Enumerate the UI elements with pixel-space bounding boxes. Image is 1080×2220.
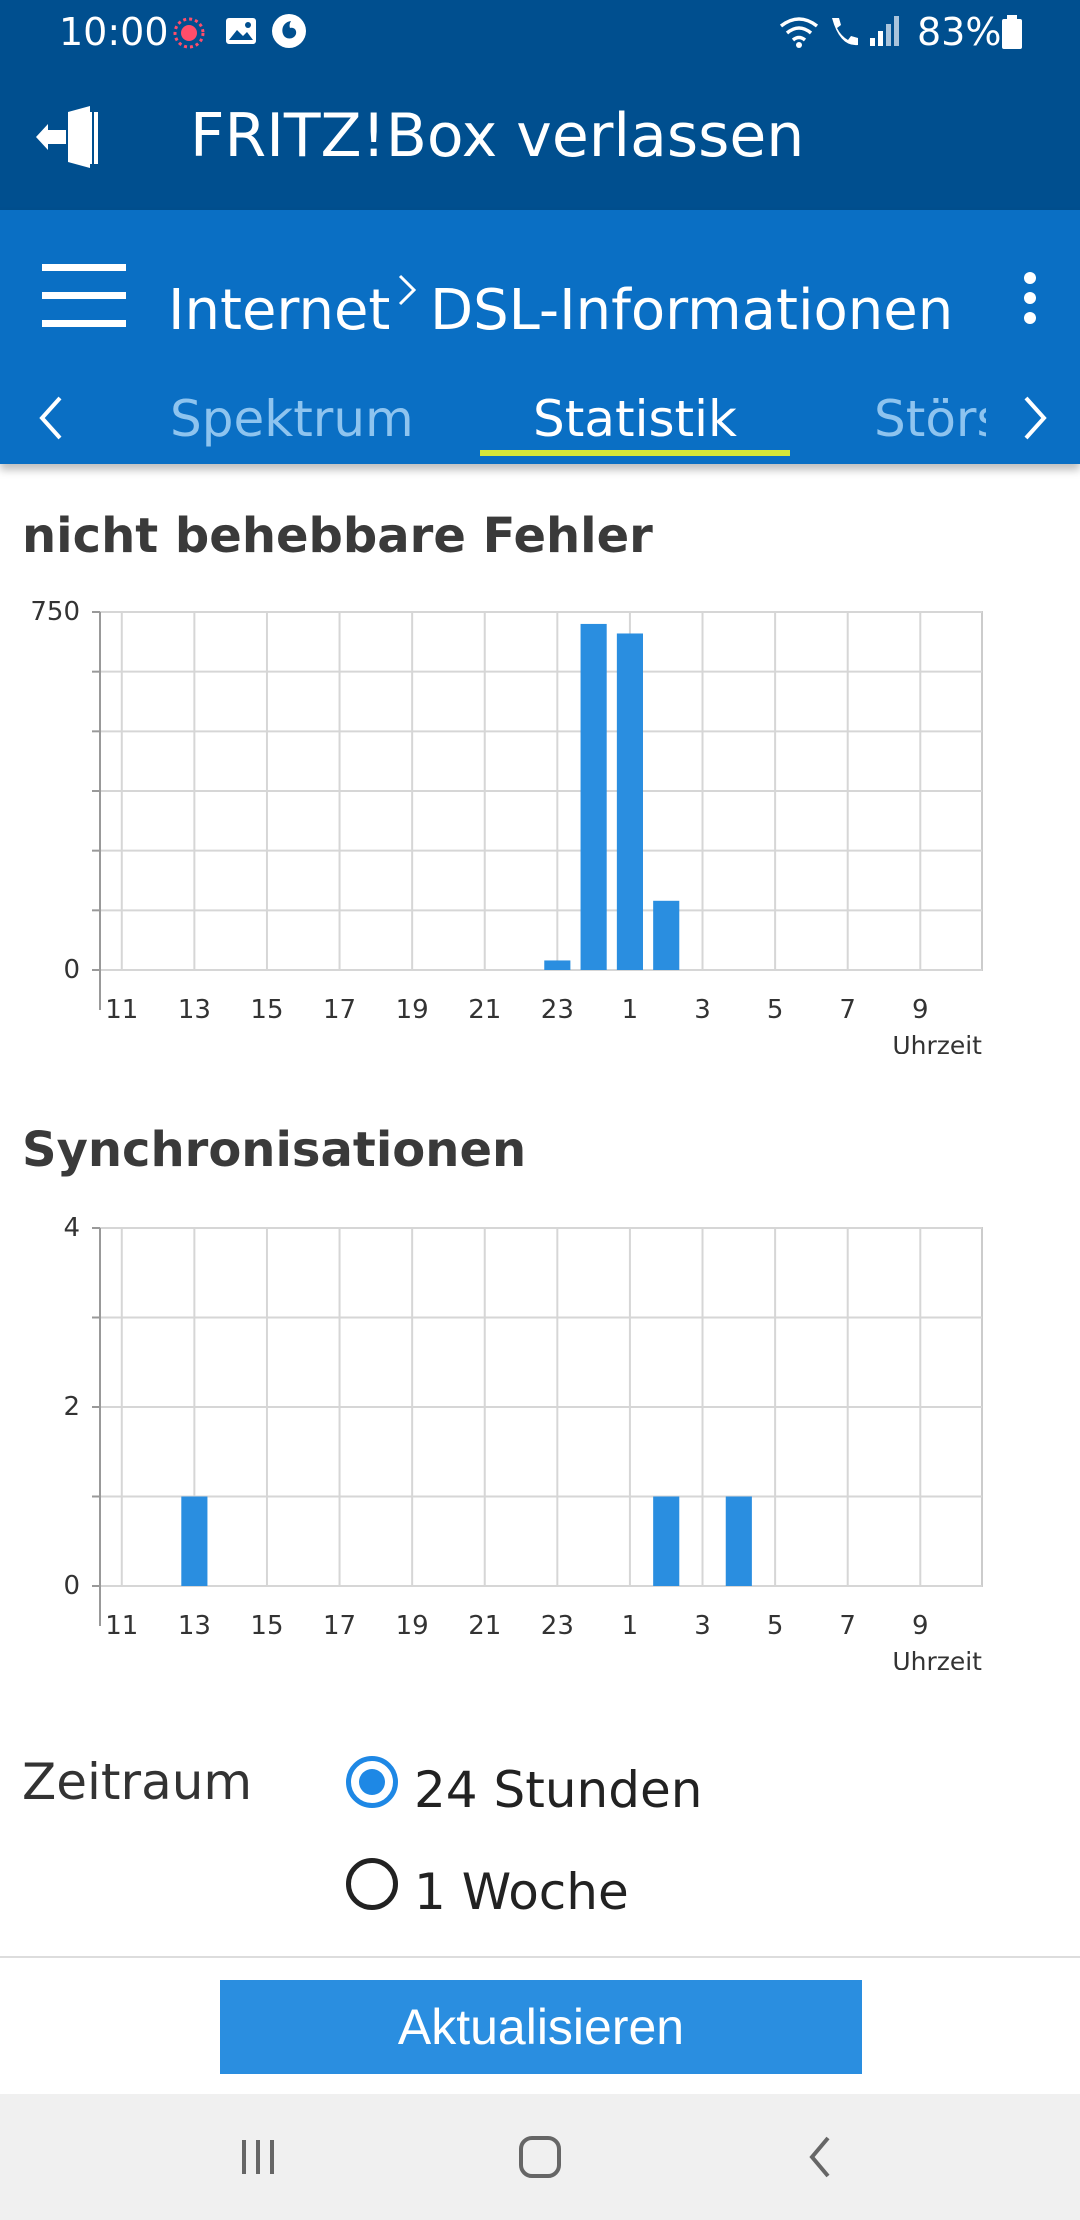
x-tick-label: 7 — [839, 995, 856, 1025]
update-button[interactable]: Aktualisieren — [220, 1980, 862, 2074]
y-tick-label: 0 — [63, 955, 80, 985]
x-tick-label: 17 — [323, 1611, 356, 1641]
image-icon — [226, 18, 256, 44]
wifi-calling-icon — [832, 18, 858, 46]
divider — [0, 1956, 1080, 1958]
home-button[interactable] — [500, 2124, 580, 2190]
chevron-right-icon — [1024, 396, 1047, 440]
bar-23 — [544, 960, 571, 970]
period-option-week[interactable]: 1 Woche — [346, 1850, 906, 1930]
system-navigation-bar — [0, 2094, 1080, 2220]
more-options-button[interactable] — [1000, 260, 1060, 340]
battery-percent: 83% — [917, 10, 1002, 54]
x-tick-label: 1 — [622, 995, 639, 1025]
bar-2 — [653, 900, 680, 970]
x-tick-label: 21 — [468, 995, 501, 1025]
sync-chart-title: Synchronisationen — [22, 1122, 527, 1178]
x-tick-label: 5 — [767, 1611, 784, 1641]
y-tick-label: 2 — [63, 1392, 80, 1422]
x-tick-label: 11 — [105, 995, 138, 1025]
battery-icon — [1002, 15, 1022, 49]
tab-spektrum[interactable]: Spektrum — [170, 390, 414, 448]
bar-1 — [616, 633, 643, 970]
bar-13 — [181, 1496, 208, 1586]
period-option-24h-label[interactable]: 24 Stunden — [414, 1761, 703, 1819]
breadcrumb-dsl-informationen: DSL-Informationen — [430, 278, 954, 343]
x-axis-label: Uhrzeit — [892, 1647, 982, 1670]
signal-icon — [870, 16, 899, 46]
x-tick-label: 9 — [912, 1611, 929, 1641]
logout-icon — [36, 106, 98, 168]
x-tick-label: 17 — [323, 995, 356, 1025]
x-tick-label: 23 — [541, 995, 574, 1025]
active-tab-indicator — [480, 450, 790, 456]
hamburger-menu-icon — [42, 264, 126, 327]
tabs-prev-button[interactable] — [26, 380, 76, 456]
x-tick-label: 3 — [694, 995, 711, 1025]
x-tick-label: 7 — [839, 1611, 856, 1641]
home-icon — [519, 2136, 561, 2178]
radio-selected-icon[interactable] — [346, 1756, 398, 1808]
more-vertical-icon — [1024, 272, 1036, 324]
x-tick-label: 11 — [105, 1611, 138, 1641]
y-tick-label: 0 — [63, 1571, 80, 1601]
chevron-left-icon — [39, 396, 62, 440]
errors-chart: 0 750 11 13 15 17 19 21 23 1 3 5 7 9 Uhrzeit — [0, 584, 1000, 1060]
period-option-24h[interactable]: 24 Stunden — [346, 1748, 906, 1828]
navigation-bar: Internet DSL-Informationen Spektrum Stat… — [0, 210, 1080, 464]
x-tick-label: 13 — [178, 995, 211, 1025]
bar-0 — [580, 623, 607, 970]
sync-chart: 0 2 4 11 13 15 17 19 21 23 1 3 5 7 9 Uhrzeit — [0, 1200, 1000, 1676]
x-tick-label: 15 — [250, 995, 283, 1025]
period-label: Zeitraum — [22, 1753, 253, 1811]
menu-button[interactable] — [36, 254, 136, 338]
period-option-week-label[interactable]: 1 Woche — [414, 1863, 629, 1921]
x-tick-label: 19 — [396, 995, 429, 1025]
logout-button[interactable] — [30, 100, 120, 174]
x-tick-label: 13 — [178, 1611, 211, 1641]
bar-2 — [653, 1496, 680, 1586]
header-title: FRITZ!Box verlassen — [190, 101, 805, 171]
x-tick-label: 21 — [468, 1611, 501, 1641]
back-icon — [809, 2136, 830, 2178]
radio-unselected-icon[interactable] — [346, 1858, 398, 1910]
tab-statistik[interactable]: Statistik — [533, 390, 737, 448]
back-button[interactable] — [782, 2124, 862, 2190]
x-tick-label: 1 — [622, 1611, 639, 1641]
x-axis-label: Uhrzeit — [892, 1031, 982, 1054]
bar-4 — [725, 1496, 752, 1586]
tab-stoerungen[interactable]: Störs — [874, 390, 986, 448]
tabs-next-button[interactable] — [1010, 380, 1060, 456]
recording-icon — [173, 17, 205, 49]
x-tick-label: 9 — [912, 995, 929, 1025]
wifi-icon — [779, 17, 819, 48]
y-tick-label: 750 — [30, 597, 80, 627]
y-tick-label: 4 — [63, 1213, 80, 1243]
recent-apps-icon — [242, 2140, 274, 2174]
x-tick-label: 23 — [541, 1611, 574, 1641]
errors-chart-title: nicht behebbare Fehler — [22, 508, 653, 564]
x-tick-label: 19 — [396, 1611, 429, 1641]
status-time: 10:00 — [59, 10, 169, 54]
breadcrumb-internet[interactable]: Internet — [168, 278, 391, 343]
app-header: FRITZ!Box verlassen — [0, 64, 1080, 210]
x-tick-label: 3 — [694, 1611, 711, 1641]
chevron-right-icon — [398, 274, 417, 306]
vodafone-icon — [272, 14, 306, 48]
x-tick-label: 15 — [250, 1611, 283, 1641]
recent-apps-button[interactable] — [218, 2124, 298, 2190]
status-bar: 10:00 83% — [0, 0, 1080, 64]
x-tick-label: 5 — [767, 995, 784, 1025]
